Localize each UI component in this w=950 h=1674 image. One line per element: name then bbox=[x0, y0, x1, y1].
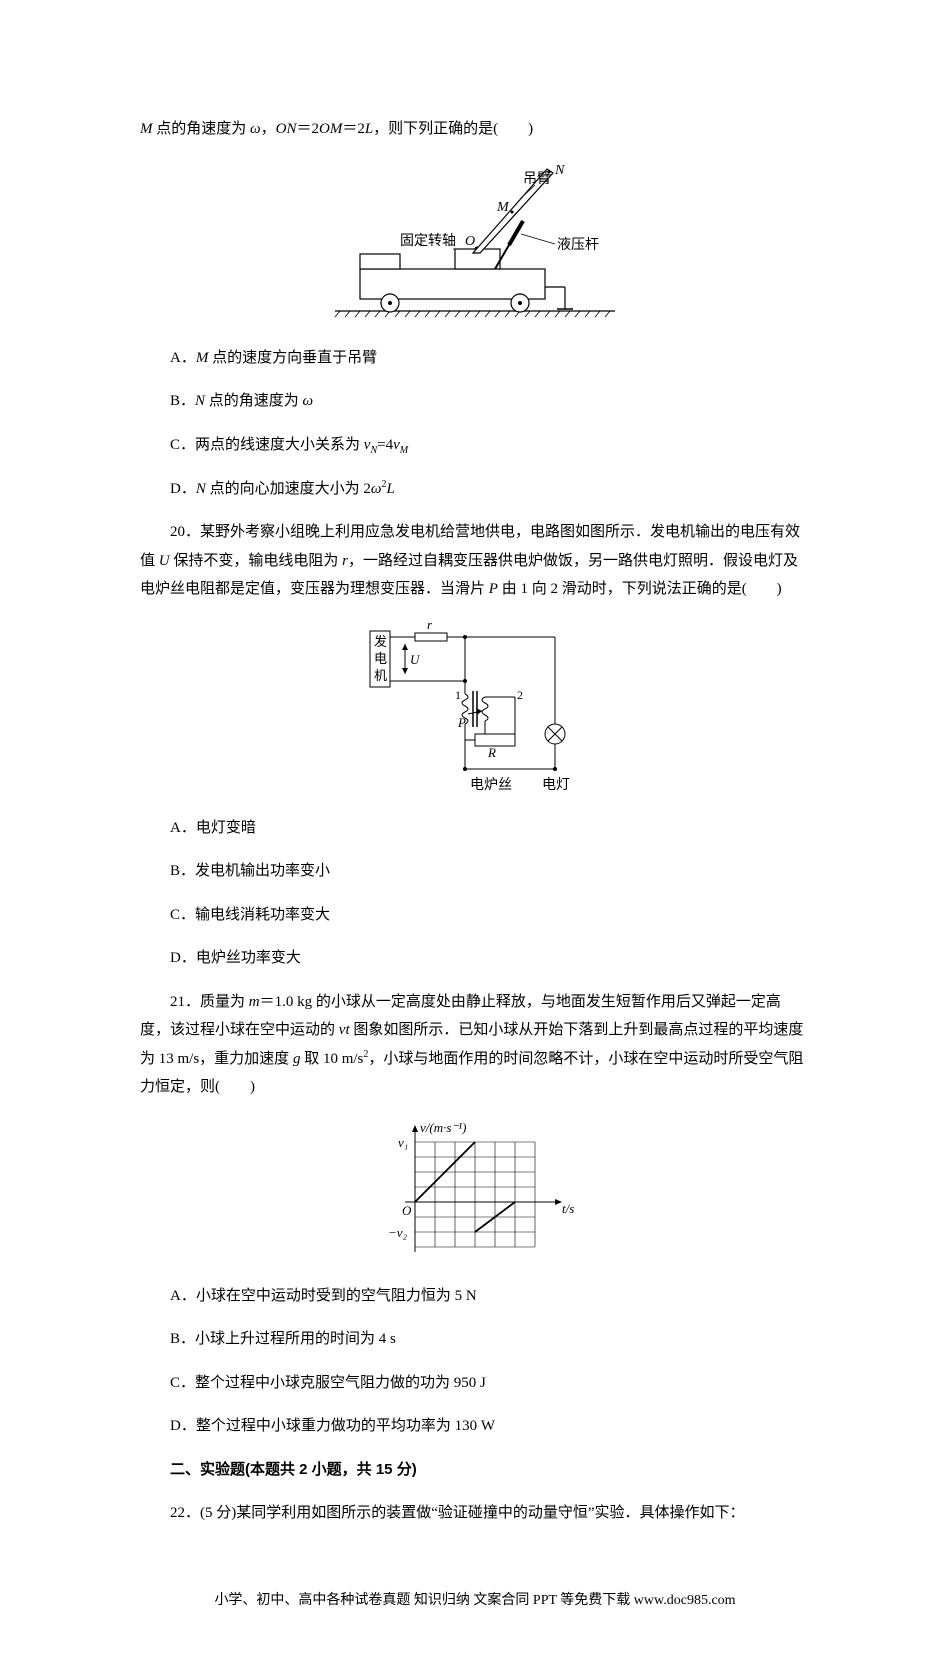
pre-d: ， bbox=[261, 121, 276, 137]
crane-diagram-container: 吊臂 N M 固定转轴 O 液压杆 bbox=[140, 159, 810, 329]
circuit-diagram-container: 发 电 机 r U 1 2 P R 电 bbox=[140, 619, 810, 799]
label-N: N bbox=[554, 163, 565, 178]
q19D-mid: 点的向心加速度大小为 2 bbox=[206, 481, 371, 497]
label-one: 1 bbox=[455, 688, 461, 702]
q20-option-D: D．电炉丝功率变大 bbox=[140, 944, 810, 973]
q20-stem: 20．某野外考察小组晚上利用应急发电机给营地供电，电路图如图所示．发电机输出的电… bbox=[140, 518, 810, 604]
q21-option-C: C．整个过程中小球克服空气阻力做的功为 950 J bbox=[140, 1369, 810, 1398]
q19A-M: M bbox=[196, 350, 209, 366]
q19B-omega: ω bbox=[303, 393, 314, 409]
q19-option-B: B．N 点的角速度为 ω bbox=[140, 387, 810, 416]
label-M: M bbox=[496, 200, 510, 215]
pre-h: ＝2 bbox=[342, 121, 365, 137]
q21m: m bbox=[249, 994, 260, 1010]
q19A-pre: A． bbox=[170, 350, 196, 366]
label-r: r bbox=[427, 619, 433, 632]
label-O: O bbox=[402, 1203, 412, 1218]
page-footer: 小学、初中、高中各种试卷真题 知识归纳 文案合同 PPT 等免费下载 www.d… bbox=[140, 1588, 810, 1615]
label-yaxis: v/(m·s⁻¹) bbox=[420, 1120, 467, 1135]
vt-graph: v/(m·s⁻¹) v₁ O t/s −v₂ bbox=[360, 1117, 590, 1267]
q19B-N: N bbox=[195, 393, 205, 409]
label-heater: 电炉丝 bbox=[470, 777, 512, 793]
q19-option-A: A．M 点的速度方向垂直于吊臂 bbox=[140, 344, 810, 373]
q19-option-D: D．N 点的向心加速度大小为 2ω2L bbox=[140, 475, 810, 504]
label-P: P bbox=[457, 715, 466, 730]
pre-OM: OM bbox=[319, 121, 342, 137]
q21-stem: 21．质量为 m＝1.0 kg 的小球从一定高度处由静止释放，与地面发生短暂作用… bbox=[140, 988, 810, 1102]
q19-option-C: C．两点的线速度大小关系为 vN=4vM bbox=[140, 431, 810, 460]
q21a: 21．质量为 bbox=[170, 994, 249, 1010]
section2-title: 二、实验题(本题共 2 小题，共 15 分) bbox=[140, 1456, 810, 1485]
q19B-mid: 点的角速度为 bbox=[205, 393, 303, 409]
gen-char2: 电 bbox=[374, 651, 387, 666]
q20U: U bbox=[159, 553, 170, 569]
q20P: P bbox=[489, 581, 498, 597]
pre-line: M 点的角速度为 ω，ON＝2OM＝2L，则下列正确的是( ) bbox=[140, 115, 810, 144]
label-v2: −v₂ bbox=[388, 1225, 408, 1240]
q19C-mid: =4 bbox=[377, 437, 393, 453]
q22-stem: 22．(5 分)某同学利用如图所示的装置做“验证碰撞中的动量守恒”实验．具体操作… bbox=[140, 1499, 810, 1528]
q20-option-B: B．发电机输出功率变小 bbox=[140, 857, 810, 886]
q19D-omega: ω bbox=[371, 481, 382, 497]
q21-option-B: B．小球上升过程所用的时间为 4 s bbox=[140, 1325, 810, 1354]
label-xaxis: t/s bbox=[562, 1201, 574, 1216]
q19C-v2: v bbox=[393, 437, 400, 453]
label-hyd: 液压杆 bbox=[557, 237, 599, 253]
circuit-diagram: 发 电 机 r U 1 2 P R 电 bbox=[360, 619, 590, 799]
q20b: 保持不变，输电线电阻为 bbox=[170, 553, 343, 569]
label-O: O bbox=[465, 234, 475, 249]
q19D-N: N bbox=[196, 481, 206, 497]
label-v1: v₁ bbox=[398, 1135, 408, 1150]
q19A-post: 点的速度方向垂直于吊臂 bbox=[208, 350, 377, 366]
label-U: U bbox=[410, 652, 421, 667]
gen-char3: 机 bbox=[374, 668, 387, 683]
label-R: R bbox=[487, 745, 496, 760]
pre-M: M bbox=[140, 121, 153, 137]
q21-option-A: A．小球在空中运动时受到的空气阻力恒为 5 N bbox=[140, 1282, 810, 1311]
pre-omega: ω bbox=[250, 121, 261, 137]
crane-diagram: 吊臂 N M 固定转轴 O 液压杆 bbox=[325, 159, 625, 329]
gen-char1: 发 bbox=[374, 634, 387, 649]
pre-j: ，则下列正确的是( ) bbox=[373, 121, 533, 137]
label-axis: 固定转轴 bbox=[400, 233, 456, 249]
q19D-pre: D． bbox=[170, 481, 196, 497]
pre-b: 点的角速度为 bbox=[153, 121, 251, 137]
label-lamp: 电灯 bbox=[542, 777, 570, 793]
q21-option-D: D．整个过程中小球重力做功的平均功率为 130 W bbox=[140, 1412, 810, 1441]
pre-ON: ON bbox=[276, 121, 297, 137]
pre-L: L bbox=[365, 121, 373, 137]
q20-option-A: A．电灯变暗 bbox=[140, 814, 810, 843]
q19C-pre: C．两点的线速度大小关系为 bbox=[170, 437, 364, 453]
label-boom: 吊臂 bbox=[523, 171, 551, 187]
q19D-L: L bbox=[386, 481, 394, 497]
q19B-pre: B． bbox=[170, 393, 195, 409]
q20d: 由 1 向 2 滑动时，下列说法正确的是( ) bbox=[498, 581, 782, 597]
q19C-sub2: M bbox=[400, 445, 408, 456]
label-two: 2 bbox=[517, 688, 523, 702]
vt-graph-container: v/(m·s⁻¹) v₁ O t/s −v₂ bbox=[140, 1117, 810, 1267]
q21d: 取 10 m/s bbox=[300, 1051, 363, 1067]
pre-f: ＝2 bbox=[296, 121, 319, 137]
q20-option-C: C．输电线消耗功率变大 bbox=[140, 901, 810, 930]
